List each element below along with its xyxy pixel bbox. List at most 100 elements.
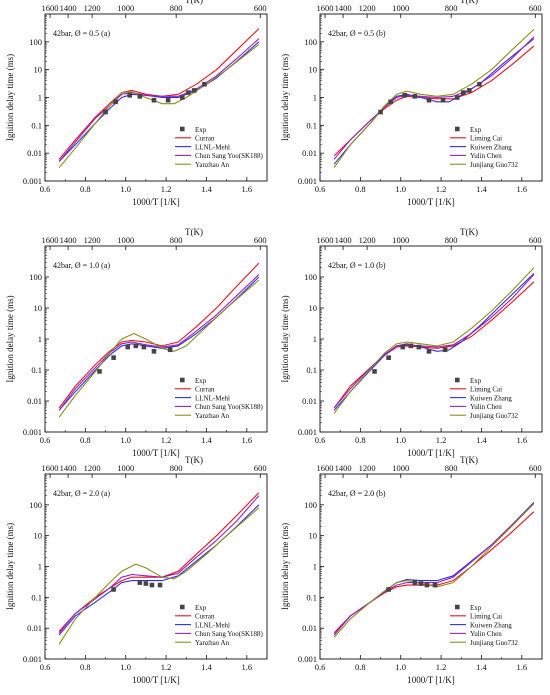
x-tick-label: 1.2 xyxy=(161,435,172,445)
exp-point xyxy=(165,97,171,103)
exp-point xyxy=(408,343,414,349)
exp-point xyxy=(460,90,466,95)
y-tick-label: 10 xyxy=(309,531,318,541)
legend-label: LLNL-Mehl xyxy=(195,143,230,151)
panel-annotation: 42bar, Ø = 0.5 (b) xyxy=(328,29,386,38)
exp-point xyxy=(412,94,418,99)
exp-point xyxy=(185,90,191,95)
y-tick-label: 0.1 xyxy=(306,592,317,602)
exp-point xyxy=(426,349,432,354)
chart-panel-6: 0.6 0.8 1.0 1.2 1.4 1.6 0.001 0.01 0.1 1 10 100 1600… xyxy=(280,455,543,685)
exp-point xyxy=(137,580,143,585)
exp-point xyxy=(127,92,133,98)
legend-label: Yanzhao An xyxy=(195,639,230,647)
series-line-4 xyxy=(333,503,535,638)
legend-label: LLNL-Mehl xyxy=(195,621,230,629)
top-tick-label: 1400 xyxy=(335,235,352,245)
y-tick-label: 100 xyxy=(29,500,42,510)
exp-point xyxy=(432,582,438,588)
exp-point xyxy=(149,582,155,588)
exp-markers xyxy=(386,580,438,592)
exp-point xyxy=(412,580,418,585)
exp-point xyxy=(103,109,108,115)
x-tick-label: 1.4 xyxy=(476,662,487,672)
x-axis-title: 1000/T [1/K] xyxy=(132,675,180,685)
y-tick-label: 0.001 xyxy=(298,654,317,664)
series-line-2 xyxy=(58,276,260,411)
top-axis-title: T(K) xyxy=(185,455,203,465)
top-tick-label: 800 xyxy=(445,3,458,13)
top-tick-label: 1600 xyxy=(42,235,59,245)
top-tick-label: 1400 xyxy=(335,3,352,13)
exp-point xyxy=(378,109,383,115)
top-tick-label: 1000 xyxy=(117,463,134,473)
x-tick-label: 0.6 xyxy=(315,435,326,445)
y-tick-label: 0.01 xyxy=(302,623,317,633)
x-tick-label: 1.6 xyxy=(517,435,528,445)
x-tick-label: 1.6 xyxy=(517,662,528,672)
top-tick-label: 800 xyxy=(445,463,458,473)
x-tick-label: 1.4 xyxy=(201,662,212,672)
y-tick-label: 0.001 xyxy=(23,176,42,186)
x-tick-label: 1.4 xyxy=(201,184,212,194)
x-tick-label: 1.6 xyxy=(242,435,253,445)
x-tick-label: 0.6 xyxy=(315,184,326,194)
y-tick-label: 100 xyxy=(304,37,317,47)
top-tick-label: 1600 xyxy=(317,3,334,13)
legend-label: Yulin Chen xyxy=(470,403,502,411)
top-tick-label: 600 xyxy=(529,235,542,245)
y-tick-label: 0.001 xyxy=(298,176,317,186)
exp-point xyxy=(125,344,131,350)
x-tick-label: 0.8 xyxy=(355,184,366,194)
y-tick-label: 10 xyxy=(34,65,43,75)
y-tick-label: 0.001 xyxy=(298,427,317,437)
series-line-3 xyxy=(58,495,260,634)
x-tick-label: 1.2 xyxy=(436,662,447,672)
legend-label: Exp xyxy=(470,377,482,385)
top-tick-label: 800 xyxy=(170,235,183,245)
exp-point xyxy=(477,81,482,87)
exp-point xyxy=(157,582,163,588)
panel-annotation: 42bar, Ø = 2.0 (a) xyxy=(53,489,110,498)
legend-marker-exp xyxy=(455,604,460,610)
y-axis-title: Ignition delay time (ms) xyxy=(5,295,15,382)
legend-label: Exp xyxy=(470,126,482,134)
x-tick-label: 0.8 xyxy=(355,662,366,672)
exp-point xyxy=(141,344,147,350)
legend-label: Kuiwen Zhang xyxy=(470,621,512,629)
exp-point xyxy=(402,92,408,98)
legend-label: Exp xyxy=(195,604,207,612)
exp-point xyxy=(151,349,157,354)
chart-panel-2: 0.6 0.8 1.0 1.2 1.4 1.6 0.001 0.01 0.1 1 10 100 1600… xyxy=(280,0,543,207)
top-tick-label: 1200 xyxy=(359,235,376,245)
series-line-2 xyxy=(333,502,535,636)
exp-point xyxy=(386,587,391,592)
x-tick-label: 1.0 xyxy=(120,184,131,194)
y-tick-label: 100 xyxy=(29,272,42,282)
x-tick-label: 1.4 xyxy=(201,435,212,445)
top-tick-label: 1000 xyxy=(392,235,409,245)
x-tick-label: 1.2 xyxy=(161,662,172,672)
plot-frame xyxy=(319,245,543,433)
series-lines xyxy=(58,492,260,645)
exp-point xyxy=(440,97,446,103)
y-axis-title: Ignition delay time (ms) xyxy=(280,523,290,610)
x-tick-label: 0.6 xyxy=(315,662,326,672)
y-tick-label: 100 xyxy=(304,272,317,282)
x-axis-title: 1000/T [1/K] xyxy=(132,197,180,207)
series-lines xyxy=(58,28,260,169)
exp-point xyxy=(133,343,139,349)
top-tick-label: 1000 xyxy=(117,235,134,245)
series-line-4 xyxy=(333,28,535,169)
x-tick-label: 1.4 xyxy=(476,184,487,194)
legend-label: Yulin Chen xyxy=(470,152,502,160)
exp-markers xyxy=(372,343,448,374)
legend-marker-exp xyxy=(180,377,185,383)
legend-label: Liming Cai xyxy=(470,613,502,621)
exp-point xyxy=(202,81,207,87)
legend-marker-exp xyxy=(455,126,460,132)
